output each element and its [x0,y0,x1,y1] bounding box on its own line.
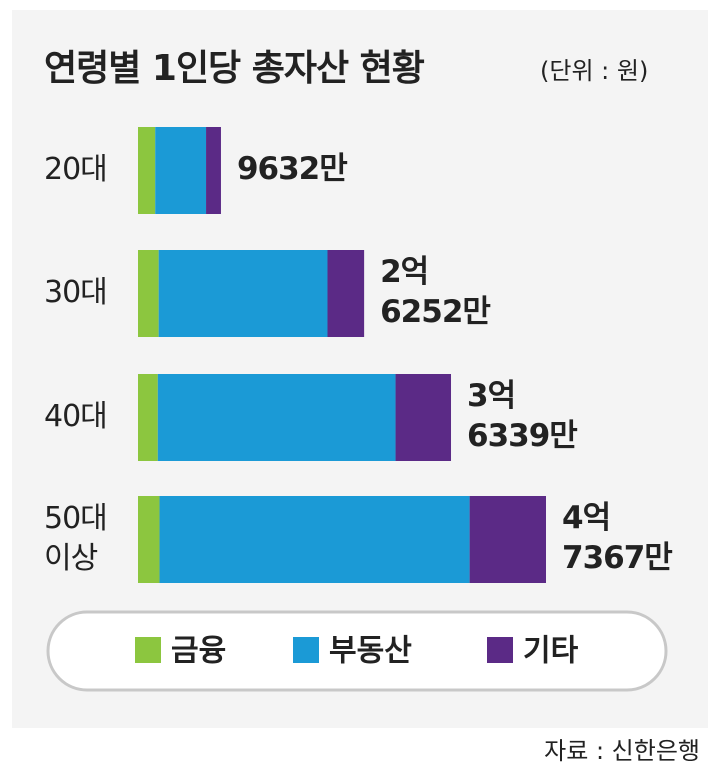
legend-label: 금융 [171,634,226,669]
unit-note: (단위 : 원) [540,57,648,85]
category-label: 20대 [44,152,107,187]
bar-segment [395,374,452,461]
bar-segment [138,250,159,337]
category-label: 50대 [44,501,107,536]
legend-swatch [487,637,513,663]
legend-box [46,610,668,692]
panel [12,10,708,728]
legend-label: 부동산 [329,634,412,669]
bar-segment [206,127,221,214]
category-label: 40대 [44,399,107,434]
source: 자료 : 신한은행 [544,737,700,765]
total-label: 9632만 [237,151,347,187]
bar-segment [469,496,546,583]
bar-segment [138,374,158,461]
legend-swatch [135,637,161,663]
chart-title: 연령별 1인당 총자산 현황 [44,48,425,89]
legend-swatch [293,637,319,663]
bar-segment [159,496,470,583]
bar-segment [158,250,328,337]
total-label: 7367만 [562,540,672,576]
total-label: 4억 [562,500,610,536]
total-label: 6339만 [467,418,577,454]
total-label: 2억 [380,254,428,290]
category-label: 30대 [44,275,107,310]
legend-label: 기타 [523,634,579,669]
bar-segment [327,250,365,337]
bar-segment [155,127,207,214]
bar-segment [157,374,396,461]
bar-segment [138,127,156,214]
bar-segment [138,496,160,583]
total-label: 3억 [467,378,515,414]
total-label: 6252만 [380,294,490,330]
category-label: 이상 [44,541,98,576]
